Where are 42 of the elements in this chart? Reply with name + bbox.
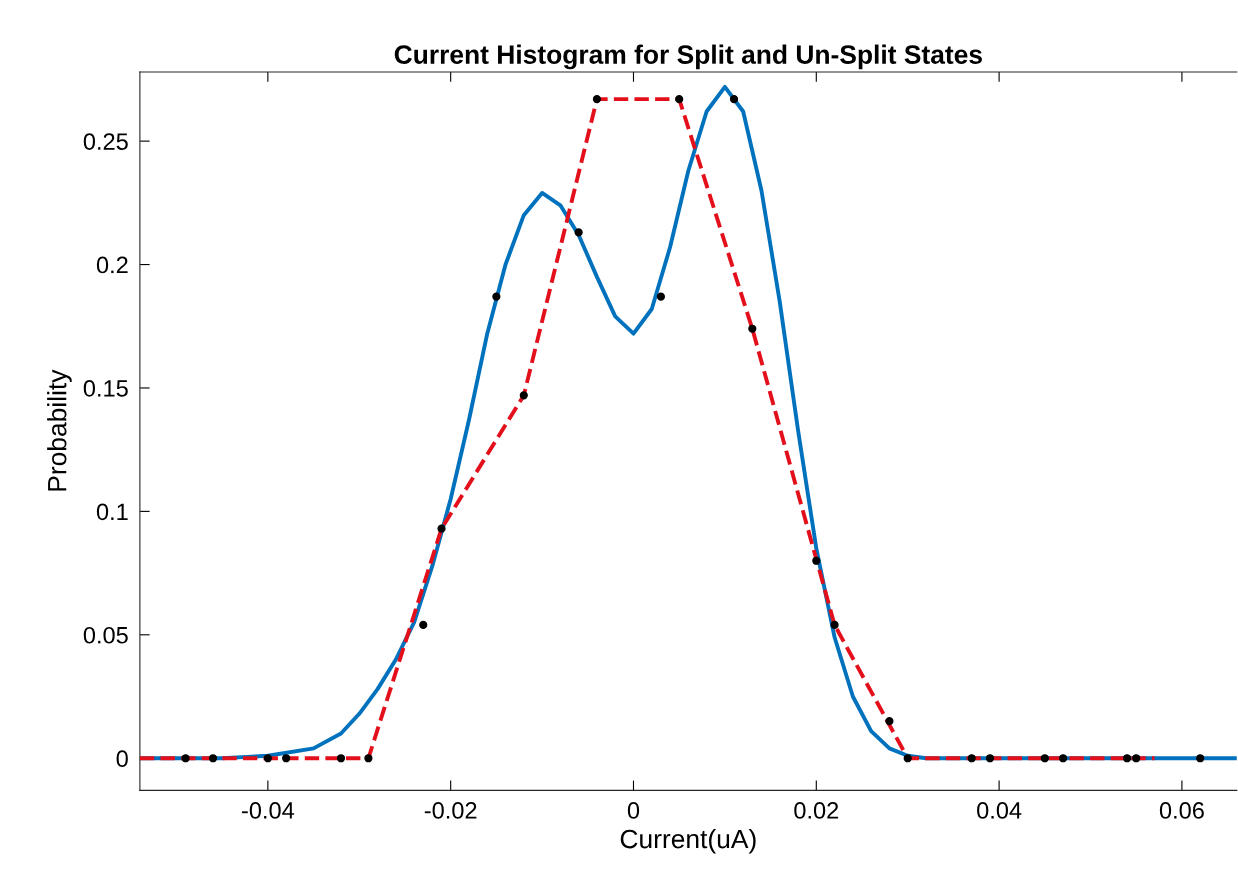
point [1122, 754, 1132, 763]
point [812, 556, 821, 565]
point [885, 717, 894, 726]
chart-title: Current Histogram for Split and Un-Split States [394, 44, 982, 70]
y-tick-label: 0.05 [83, 626, 128, 644]
point [336, 754, 346, 763]
point [519, 391, 528, 400]
point [748, 324, 757, 333]
y-tick-label: 0.1 [96, 503, 128, 521]
point [903, 754, 912, 763]
point [729, 95, 739, 104]
point [263, 754, 272, 763]
x-axis-title: Current(uA) [620, 829, 756, 854]
point [574, 228, 583, 237]
x-tick-label: 0.04 [977, 802, 1022, 819]
x-tick-label: 0.06 [1159, 802, 1204, 819]
point [830, 620, 839, 630]
point [967, 754, 976, 763]
y-tick-label: 0.2 [96, 256, 128, 274]
point [1040, 754, 1049, 763]
x-tick-label: 0.02 [794, 802, 839, 819]
y-axis-title: Probability [47, 369, 72, 491]
point [1132, 754, 1141, 763]
point [592, 95, 602, 104]
y-tick-label: 0 [116, 750, 128, 768]
point [419, 620, 428, 630]
x-tick-label: -0.04 [242, 802, 295, 819]
point [1058, 754, 1068, 763]
point [985, 754, 995, 763]
point [437, 524, 446, 533]
y-tick-label: 0.15 [83, 380, 128, 397]
point [282, 754, 291, 763]
point [656, 292, 666, 301]
point [675, 95, 684, 104]
x-tick-label: -0.02 [424, 802, 477, 819]
x-tick-label: 0 [627, 802, 640, 819]
point [492, 292, 501, 301]
point [364, 754, 373, 763]
point [181, 754, 190, 763]
point [208, 754, 218, 763]
y-tick-label: 0.25 [83, 133, 128, 150]
point [1196, 754, 1205, 763]
